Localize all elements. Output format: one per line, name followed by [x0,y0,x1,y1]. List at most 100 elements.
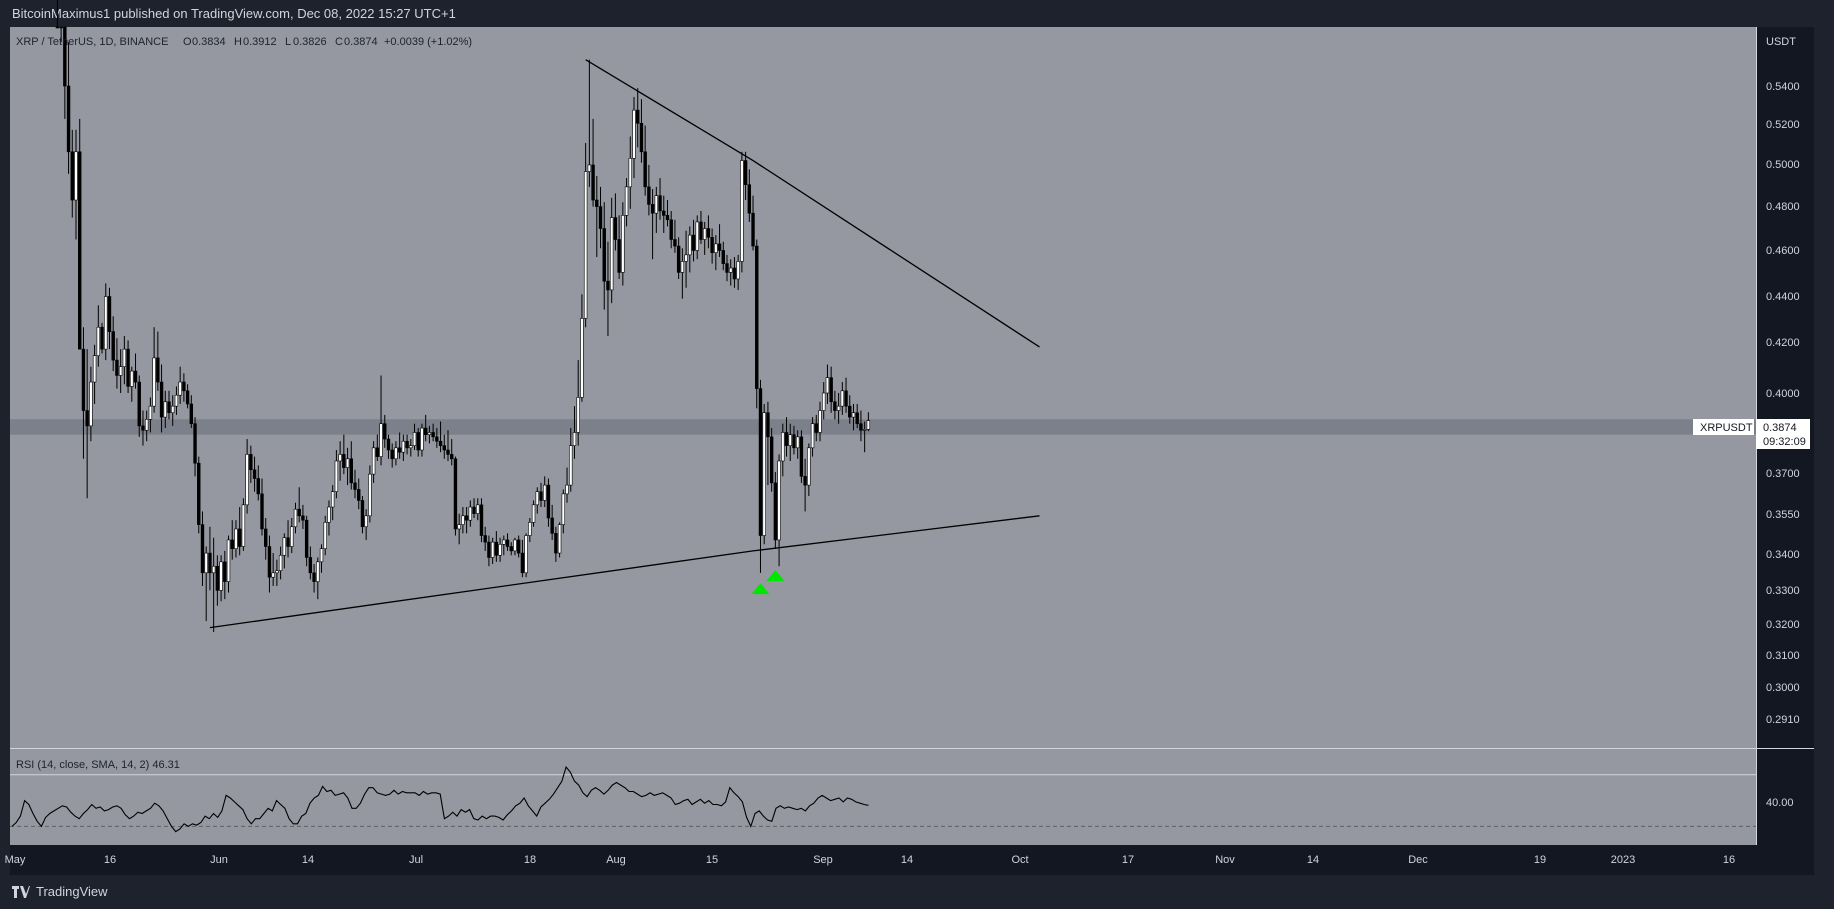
candle [256,465,260,501]
candle [152,327,156,413]
candle [85,349,89,499]
candle-body [286,537,290,547]
candle [565,467,569,503]
rsi-line [11,765,869,833]
candle-body [264,528,268,547]
candle [669,210,673,249]
candle [836,393,841,424]
candle-body [219,561,223,591]
candle [323,515,327,556]
candle-body [312,572,316,582]
candle [249,445,253,483]
candle-body [438,440,443,446]
candle-body [252,469,257,479]
candle [304,515,309,567]
candle [524,533,528,578]
candle [416,428,420,457]
candle-body [479,504,484,536]
y-tick-label: 0.4000 [1766,388,1800,400]
x-tick-label: 16 [1723,854,1735,866]
candle-body [215,565,220,591]
candle [479,498,484,543]
candle-body [368,473,372,517]
candle [107,287,112,350]
x-tick-label: Sep [813,854,833,866]
candle [70,129,74,218]
open-label: O [183,36,192,48]
y-tick-label: 0.4400 [1766,291,1800,303]
candle [498,537,502,562]
candle [859,410,863,442]
close-label: C [335,36,343,48]
candle [204,546,208,622]
candle-body [717,243,722,251]
candle [241,498,246,551]
candle [487,535,491,567]
candle-body [561,493,566,525]
candle [684,230,688,288]
candle [438,421,443,453]
candle [520,539,525,578]
candle [264,517,268,560]
candle [319,544,324,573]
candle [855,403,859,429]
candle-body [848,405,852,418]
candle [237,507,242,556]
candle-body [397,447,402,453]
candle [606,241,610,336]
candle-body [63,26,67,87]
candle [450,439,454,466]
candle-body [304,519,309,558]
candle-body [137,381,141,427]
tradingview-logo[interactable]: TradingView [12,884,108,899]
price-tag-symbol: XRPUSDT [1700,422,1753,434]
candle-body [818,410,822,433]
candle [245,439,249,514]
y-tick-label: 0.2910 [1766,714,1800,726]
candle-body [383,423,387,440]
candle-body [416,432,420,451]
candle-body [840,390,845,407]
candle-body [319,548,324,563]
candle [766,401,770,486]
candle-body [148,405,153,420]
candle-body [706,228,711,238]
candle [122,335,127,385]
candle-body [516,539,521,554]
y-tick-label: 0.3300 [1766,585,1800,597]
candle [405,434,409,455]
candle-body [650,204,655,214]
candle-body [807,447,811,486]
candle-body [453,458,458,530]
candle [386,434,391,459]
candle-body [115,359,119,376]
candle [572,406,577,459]
candle [431,423,435,442]
candle [219,555,223,602]
candle-body [152,357,156,407]
candle-body [301,515,305,521]
x-tick-label: Dec [1408,854,1428,866]
candle [550,504,554,540]
candle-body [632,109,636,159]
candle-body [781,432,785,462]
candle [528,517,532,543]
candle-body [583,171,588,319]
candle [840,382,845,415]
candle [461,507,465,534]
candle-body [572,432,577,446]
candle-body [323,522,327,549]
candle [833,390,837,420]
candle [409,439,413,457]
price-chart[interactable]: 0.5400 0.5200 0.5000 0.4800 0.4600 0.4400 0.42… [0,0,1834,875]
candle-body [364,515,368,528]
candle [516,535,521,558]
candle-body [825,377,830,394]
candle [758,379,763,573]
candle [729,259,733,286]
candle-body [174,394,179,407]
candle-body [342,454,346,468]
candle [211,537,216,633]
candle-body [237,528,242,547]
candle [602,202,606,310]
